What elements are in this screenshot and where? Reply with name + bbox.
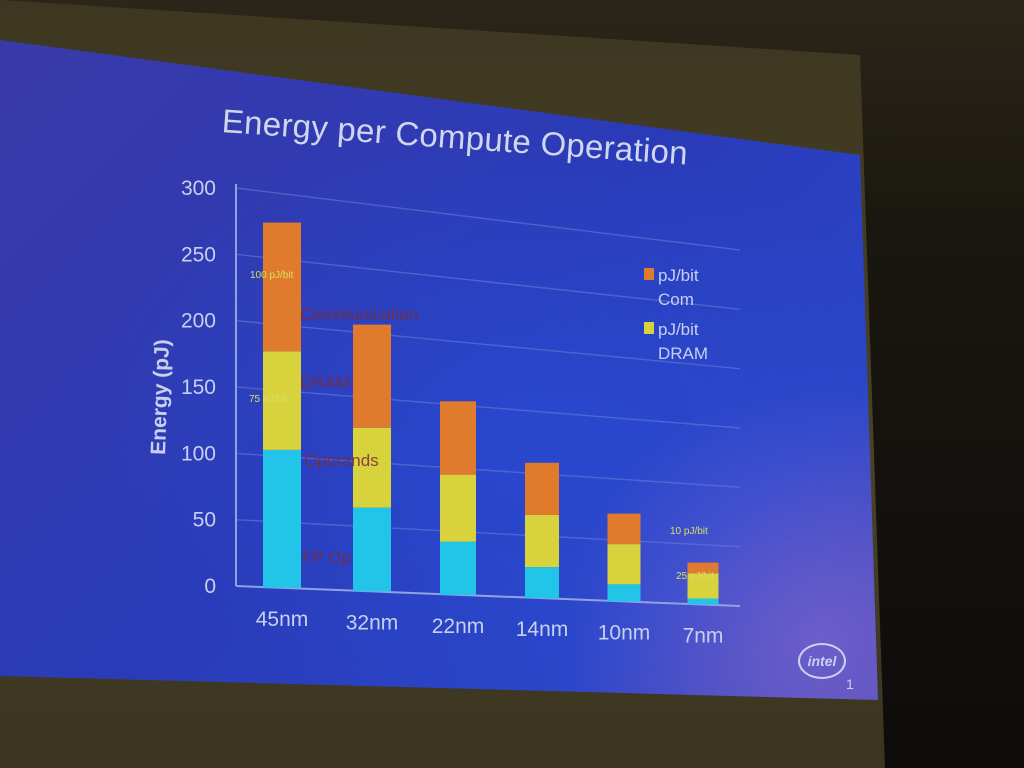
bar-segment bbox=[440, 401, 476, 475]
legend-label: pJ/bit bbox=[658, 266, 699, 285]
gridline bbox=[235, 518, 741, 548]
bar-segment bbox=[263, 222, 301, 352]
bar-segment bbox=[440, 474, 476, 542]
y-tick-label: 100 bbox=[181, 442, 216, 465]
bar-segment bbox=[607, 544, 641, 585]
y-tick-label: 150 bbox=[181, 376, 216, 399]
bar-segment bbox=[525, 567, 559, 599]
x-tick-label: 22nm bbox=[432, 615, 485, 638]
bar-annotation: FP Op bbox=[302, 548, 351, 567]
bar-segment bbox=[687, 573, 719, 599]
x-axis-line bbox=[235, 585, 741, 607]
bar-segment bbox=[687, 562, 719, 574]
legend-label: DRAM bbox=[658, 344, 708, 363]
x-tick-label: 14nm bbox=[516, 618, 569, 641]
legend-swatch bbox=[644, 322, 654, 334]
bar-segment bbox=[607, 513, 641, 545]
y-tick-label: 0 bbox=[204, 575, 216, 598]
x-tick-label: 45nm bbox=[256, 608, 309, 631]
y-tick-label: 50 bbox=[193, 509, 216, 532]
legend-label: pJ/bit bbox=[658, 320, 699, 339]
bar-segment bbox=[687, 598, 719, 605]
gridline bbox=[235, 253, 741, 311]
legend-label: Com bbox=[658, 290, 694, 309]
y-tick-label: 200 bbox=[181, 310, 216, 333]
bar-segment bbox=[263, 351, 301, 450]
legend-swatch bbox=[644, 268, 654, 280]
intel-logo: intel bbox=[798, 643, 846, 679]
y-tick-label: 250 bbox=[181, 243, 216, 266]
small-annotation: 10 pJ/bit bbox=[670, 526, 708, 537]
bar-segment bbox=[525, 462, 559, 515]
bar-segment bbox=[607, 584, 641, 602]
bar-annotation: DRAM bbox=[300, 373, 350, 392]
page-number: 1 bbox=[846, 676, 854, 692]
gridline bbox=[235, 452, 741, 489]
small-annotation: 75 pJ/bit bbox=[249, 394, 287, 405]
gridline bbox=[235, 319, 741, 370]
x-tick-label: 32nm bbox=[346, 611, 399, 634]
bar-segment bbox=[440, 541, 476, 595]
y-axis-label: Energy (pJ) bbox=[147, 339, 174, 455]
bar-annotation: Communication bbox=[300, 305, 418, 324]
small-annotation: 100 pJ/bit bbox=[250, 270, 294, 281]
bar-segment bbox=[353, 324, 391, 428]
small-annotation: 25 pJ/bit bbox=[676, 571, 714, 582]
x-tick-label: 10nm bbox=[598, 621, 651, 644]
gridline bbox=[235, 187, 741, 251]
x-tick-label: 7nm bbox=[683, 625, 724, 648]
bar-annotation: Operands bbox=[304, 451, 379, 470]
bar-segment bbox=[525, 514, 559, 568]
gridline bbox=[235, 386, 741, 429]
bar-segment bbox=[353, 507, 391, 592]
bar-segment bbox=[353, 427, 391, 508]
intel-logo-text: intel bbox=[807, 653, 837, 669]
bar-segment bbox=[263, 449, 301, 588]
y-tick-label: 300 bbox=[181, 177, 216, 200]
